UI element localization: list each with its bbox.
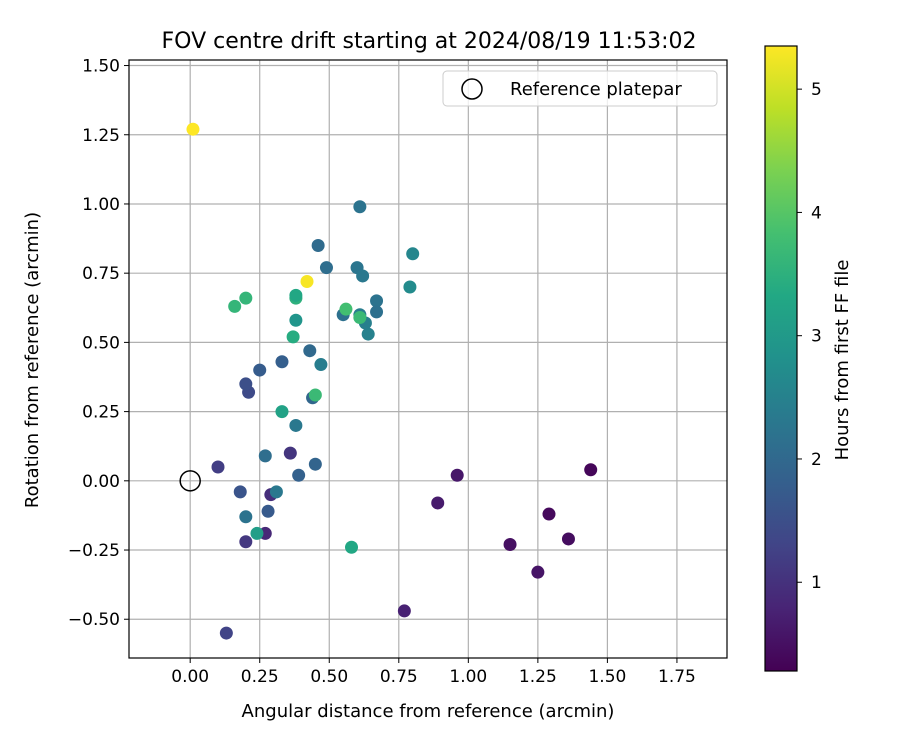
y-axis-ticks: −0.50 −0.25 0.00 0.25 0.50 0.75 1.00 1.25 1.50 [68,57,129,630]
colorbar-tick-label: 2 [811,450,822,470]
data-point [239,535,253,549]
data-point [303,344,317,358]
legend-box [442,70,718,107]
data-point [275,405,289,419]
data-point [261,504,275,518]
x-tick-label: 1.25 [519,667,557,687]
data-point [356,269,370,283]
plot-frame [128,59,728,659]
data-point [542,507,556,521]
x-tick-label: 0.25 [241,667,279,687]
y-tick-label: −0.25 [68,541,120,561]
y-tick-label: 0.75 [82,264,120,284]
data-points [186,122,598,640]
data-point [228,299,242,313]
data-point [275,355,289,369]
data-point [370,294,384,308]
data-point [503,537,517,551]
y-tick-label: 1.50 [82,57,120,77]
data-point [353,310,367,324]
x-axis-label: Angular distance from reference (arcmin) [242,701,615,722]
legend: Reference platepar [442,70,718,107]
data-point [253,363,267,377]
data-point [431,496,445,510]
y-tick-label: 0.25 [82,403,120,423]
x-tick-label: 0.75 [380,667,418,687]
x-tick-label: 1.75 [658,667,696,687]
data-point [311,238,325,252]
plot-background [129,60,727,658]
colorbar-gradient [764,45,798,672]
data-point [406,247,420,261]
y-axis-label: Rotation from reference (arcmin) [22,212,43,508]
y-tick-label: 1.00 [82,195,120,215]
colorbar-tick-label: 5 [811,80,822,100]
data-point [292,468,306,482]
colorbar-label: Hours from first FF file [832,260,853,461]
reference-marker [179,470,201,492]
data-point [211,460,225,474]
data-point [345,540,359,554]
data-point [269,485,283,499]
data-point [300,274,314,288]
data-point [239,291,253,305]
x-tick-label: 0.50 [310,667,348,687]
grid [129,60,727,658]
data-point [286,330,300,344]
x-tick-label: 1.00 [449,667,487,687]
data-point [283,446,297,460]
data-point [219,626,233,640]
data-point [584,463,598,477]
data-point [561,532,575,546]
data-point [531,565,545,579]
data-point [258,449,272,463]
x-tick-label: 0.00 [171,667,209,687]
legend-marker-reference [461,78,483,100]
y-tick-label: 1.25 [82,126,120,146]
colorbar-tick-label: 4 [811,203,822,223]
data-point [450,468,464,482]
data-point [308,388,322,402]
colorbar-tick-label: 3 [811,327,822,347]
reference-point-marker [179,470,201,492]
data-point [233,485,247,499]
data-point [250,526,264,540]
x-tick-label: 1.50 [588,667,626,687]
data-point [289,313,303,327]
data-point [289,418,303,432]
y-tick-label: 0.00 [82,472,120,492]
data-point [361,327,375,341]
data-point [370,305,384,319]
colorbar: 1 2 3 4 5 Hours from first FF file [764,45,853,672]
chart-title: FOV centre drift starting at 2024/08/19 … [162,29,697,54]
data-point [239,377,253,391]
y-tick-label: 0.50 [82,333,120,353]
x-axis-ticks: 0.00 0.25 0.50 0.75 1.00 1.25 1.50 1.75 [171,658,696,687]
data-point [403,280,417,294]
data-point [319,261,333,275]
data-point [339,302,353,316]
y-tick-label: −0.50 [68,610,120,630]
data-point [289,288,303,302]
data-point [308,457,322,471]
data-point [353,200,367,214]
plot-area: 0.00 0.25 0.50 0.75 1.00 1.25 1.50 1.75 −0.50−0… [68,57,728,687]
data-point [314,358,328,372]
data-point [397,604,411,618]
colorbar-tick-label: 1 [811,573,822,593]
legend-entry-reference: Reference platepar [510,79,682,100]
data-point [239,510,253,524]
colorbar-ticks: 1 2 3 4 5 [797,80,822,593]
data-point [186,122,200,136]
